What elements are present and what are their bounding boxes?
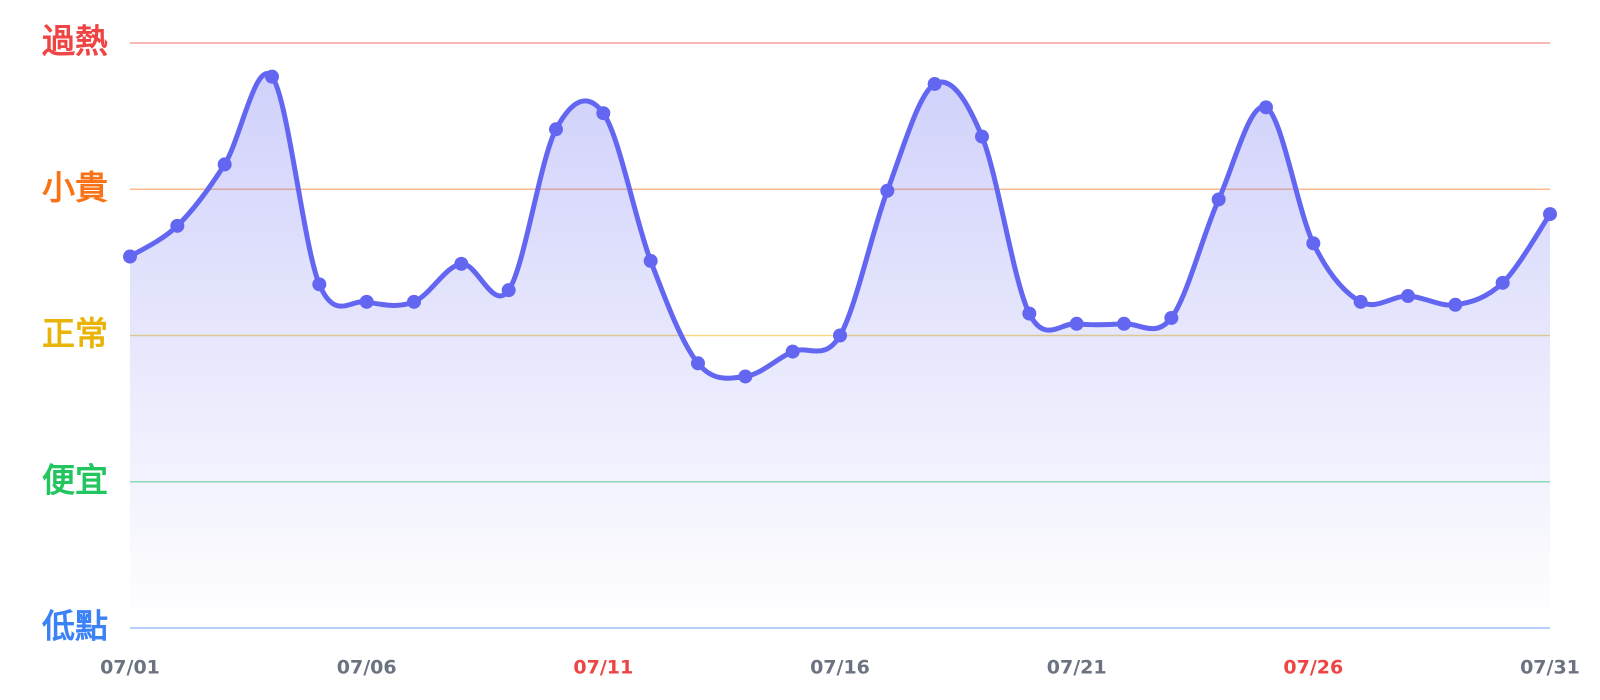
point <box>1448 297 1463 312</box>
point <box>1022 306 1037 321</box>
point <box>501 283 516 298</box>
point <box>312 277 327 292</box>
point <box>1069 316 1084 331</box>
point <box>1306 236 1321 251</box>
point <box>643 253 658 268</box>
point <box>691 356 705 371</box>
point <box>123 249 137 264</box>
x-tick-label: 07/06 <box>337 657 397 679</box>
point <box>170 218 185 233</box>
point <box>1211 192 1226 207</box>
x-tick-label: 07/21 <box>1047 657 1107 679</box>
point <box>975 129 989 144</box>
point <box>927 76 942 91</box>
x-tick-label: 07/01 <box>100 657 160 679</box>
point <box>217 157 232 172</box>
point <box>738 369 753 384</box>
y-tick-label: 過熱 <box>42 22 108 61</box>
y-tick-label: 正常 <box>42 314 108 353</box>
point <box>1259 100 1273 115</box>
point <box>359 294 374 309</box>
point <box>1353 294 1368 309</box>
point <box>1401 289 1415 304</box>
x-tick-label: 07/16 <box>810 657 870 679</box>
point <box>596 106 611 121</box>
point <box>833 328 847 343</box>
point <box>1117 316 1131 331</box>
point <box>454 256 469 271</box>
point <box>265 69 279 84</box>
area <box>130 73 1550 628</box>
x-tick-label: 07/31 <box>1520 657 1580 679</box>
y-tick-label: 便宜 <box>42 460 108 499</box>
point <box>1543 207 1557 222</box>
point <box>880 183 895 198</box>
y-tick-label: 低點 <box>42 607 108 646</box>
y-tick-label: 小貴 <box>42 168 108 207</box>
point <box>1495 275 1510 290</box>
x-tick-label: 07/26 <box>1283 657 1343 679</box>
point <box>785 344 800 359</box>
point <box>407 294 421 309</box>
x-tick-label: 07/11 <box>573 657 633 679</box>
point <box>1164 310 1179 325</box>
point <box>549 122 563 137</box>
